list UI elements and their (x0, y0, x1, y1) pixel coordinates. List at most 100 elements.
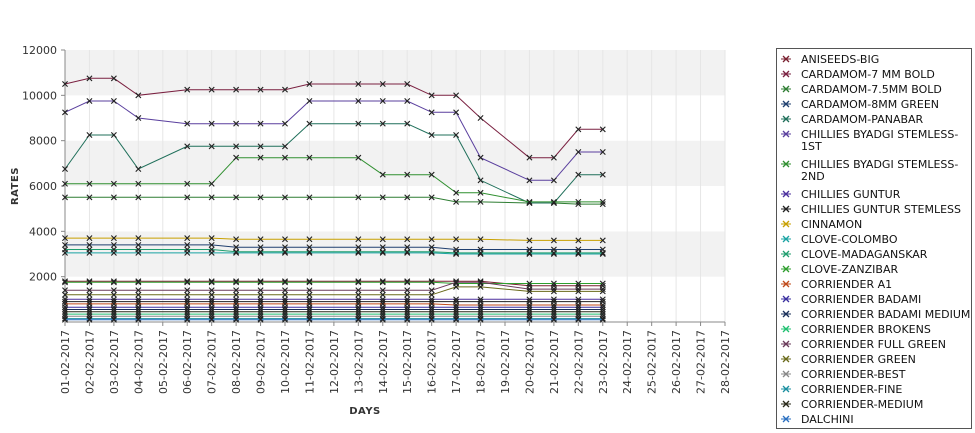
data-point (428, 279, 435, 286)
data-point (428, 278, 435, 285)
data-point (257, 298, 264, 305)
data-point (110, 246, 117, 253)
legend-marker-icon (782, 220, 790, 228)
data-point (550, 198, 557, 205)
data-point (428, 109, 435, 116)
data-point (550, 237, 557, 244)
data-point (575, 198, 582, 205)
legend-label: ANISEEDS-BIG (801, 53, 879, 66)
data-point (257, 143, 264, 150)
data-point (208, 241, 215, 248)
legend-item: CHILLIES GUNTUR (781, 188, 901, 201)
data-point (404, 249, 411, 256)
series-line (64, 123, 603, 204)
data-point (599, 149, 606, 155)
data-point (306, 308, 313, 315)
data-point (257, 296, 264, 303)
data-point (282, 279, 288, 286)
legend-marker-icon (782, 310, 790, 318)
data-point (62, 235, 68, 242)
data-point (282, 236, 288, 243)
series-corriender-badami-medium (62, 306, 606, 313)
series-cardamom-panabar (62, 120, 606, 206)
x-tick-label: 14-02-2017 (377, 330, 390, 394)
series-line (65, 281, 603, 284)
data-point (62, 180, 68, 187)
legend-item: CORRIENDER-FINE (781, 383, 902, 396)
data-point (257, 287, 264, 294)
legend-item: CARDAMOM-7 MM BOLD (781, 68, 935, 81)
data-point (86, 296, 93, 303)
series-line (65, 157, 603, 203)
legend-marker-icon (782, 355, 790, 363)
data-point (453, 283, 460, 290)
data-point (550, 316, 557, 323)
data-point (477, 279, 484, 286)
data-point (62, 308, 68, 315)
data-point (575, 249, 582, 256)
x-tick-label: 24-02-2017 (621, 330, 634, 394)
data-point (184, 306, 191, 313)
x-tick-label: 10-02-2017 (279, 330, 292, 394)
data-point (208, 316, 215, 323)
legend-label: CORRIENDER BADAMI MEDIUM (801, 308, 970, 321)
data-point (404, 287, 411, 294)
data-point (208, 246, 215, 253)
data-point (184, 287, 191, 294)
data-point (379, 98, 386, 104)
data-point (355, 298, 362, 305)
data-point (428, 236, 435, 243)
legend-marker-icon (782, 265, 790, 273)
legend-label: CLOVE-COLOMBO (801, 233, 898, 246)
data-point (135, 316, 142, 323)
data-point (184, 279, 191, 286)
data-point (135, 235, 142, 242)
data-point (355, 287, 362, 294)
data-point (257, 291, 264, 298)
data-point (477, 115, 484, 121)
data-point (355, 120, 362, 127)
series-line (65, 303, 603, 306)
data-point (404, 298, 411, 305)
data-point (306, 316, 313, 323)
data-point (575, 308, 582, 315)
data-point (306, 287, 313, 294)
data-point (233, 279, 240, 286)
data-point (453, 249, 460, 256)
data-point (62, 241, 68, 248)
series-line (65, 237, 603, 241)
data-point (135, 115, 142, 121)
legend-marker-icon (782, 130, 790, 138)
data-point (453, 306, 460, 313)
legend-label: CORRIENDER BADAMI (801, 293, 921, 306)
data-point (208, 291, 215, 298)
y-tick-label: 4000 (29, 225, 57, 238)
data-point (428, 132, 435, 138)
data-point (550, 296, 557, 303)
data-point (110, 235, 117, 242)
grid-band (65, 50, 725, 96)
data-point (526, 280, 533, 287)
data-point (135, 306, 142, 313)
x-tick-label: 05-02-2017 (157, 330, 170, 394)
data-point (355, 194, 362, 201)
data-point (110, 180, 117, 187)
data-point (282, 298, 288, 305)
data-point (379, 194, 386, 201)
data-point (233, 296, 240, 303)
data-point (110, 316, 117, 323)
data-point (110, 75, 117, 82)
data-point (453, 296, 460, 303)
legend-item: CORRIENDER A1 (781, 278, 892, 291)
data-point (477, 302, 484, 308)
data-point (257, 236, 264, 243)
legend-item: CORRIENDER FULL GREEN (781, 338, 946, 351)
data-point (428, 291, 435, 298)
y-axis-title: RATES (10, 167, 21, 205)
data-point (575, 149, 582, 155)
data-point (135, 279, 142, 286)
series-chillies-guntur-stemless (62, 298, 606, 305)
x-tick-label: 20-02-2017 (523, 330, 536, 394)
data-point (575, 280, 582, 287)
